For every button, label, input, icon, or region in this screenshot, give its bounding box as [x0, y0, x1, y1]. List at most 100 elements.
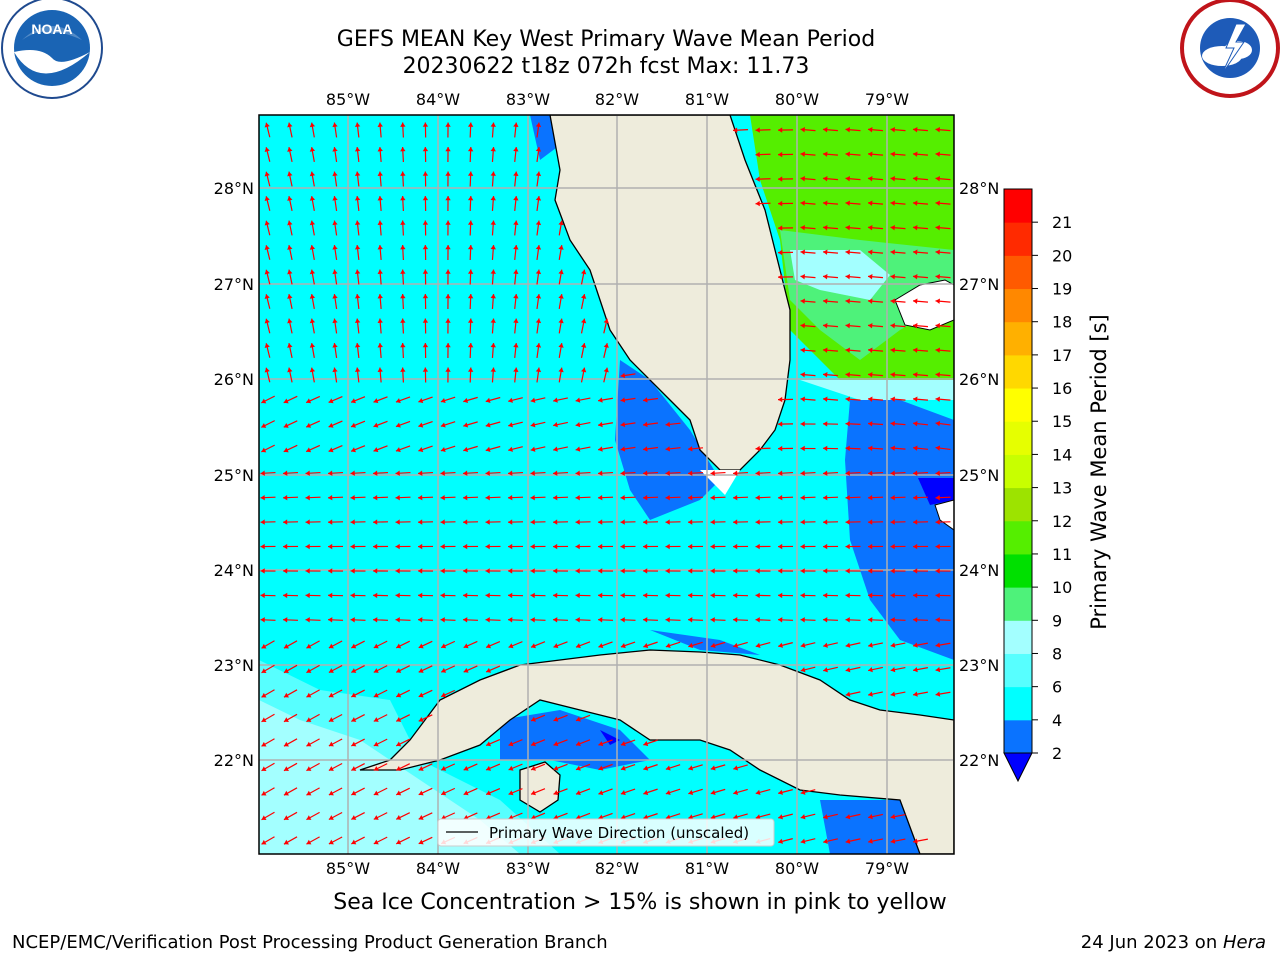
wave-arrow-head: [845, 642, 851, 648]
wave-arrow-head: [800, 642, 806, 648]
wave-arrow-head: [261, 692, 267, 698]
wave-arrow-head: [845, 568, 850, 574]
wave-arrow-head: [467, 147, 474, 152]
wave-arrow-head: [418, 765, 424, 771]
wave-arrow-head: [868, 642, 873, 648]
wave-arrow-head: [328, 668, 334, 673]
wave-arrow-head: [935, 151, 940, 157]
wave-arrow-head: [485, 397, 491, 403]
wave-arrow-head: [440, 592, 445, 599]
wave-arrow-head: [395, 592, 400, 599]
wave-arrow-head: [418, 617, 423, 623]
wave-arrow-head: [490, 196, 496, 201]
wave-arrow-head: [441, 790, 447, 796]
wave-arrow-head: [823, 200, 828, 206]
wave-arrow-head: [913, 396, 918, 402]
wave-arrow-head: [868, 592, 873, 599]
wave-arrow-head: [467, 343, 474, 348]
wave-arrow-head: [575, 592, 580, 599]
wave-arrow-head: [620, 741, 626, 747]
wave-arrow-head: [890, 249, 895, 255]
colorbar-tick-label: 13: [1052, 479, 1072, 498]
wave-arrow-head: [396, 668, 402, 673]
wave-arrow-head: [845, 347, 850, 353]
wave-arrow-head: [935, 543, 940, 550]
wave-arrow-head: [778, 494, 783, 501]
wave-arrow-head: [354, 245, 361, 250]
wave-arrow-head: [620, 421, 626, 428]
wave-arrow-head: [845, 470, 850, 476]
wave-arrow-head: [823, 151, 828, 157]
wave-arrow-head: [264, 269, 270, 275]
wave-arrow-head: [283, 717, 289, 722]
wave-arrow-head: [400, 147, 406, 152]
lon-label: 84°W: [416, 90, 460, 109]
wave-arrow-head: [620, 494, 625, 501]
wave-arrow-head: [530, 519, 535, 525]
legend-label: Primary Wave Direction (unscaled): [489, 824, 749, 842]
wave-arrow-head: [445, 343, 451, 348]
wave-arrow-head: [553, 519, 558, 525]
wave-arrow-head: [823, 396, 828, 402]
wave-arrow-head: [553, 741, 559, 747]
colorbar-segment: [1004, 421, 1032, 455]
wave-arrow-head: [868, 838, 873, 844]
wave-arrow-head: [490, 245, 496, 250]
wave-arrow-head: [351, 766, 357, 771]
wave-arrow-head: [354, 343, 361, 348]
wave-arrow-head: [845, 249, 850, 255]
map-legend: Primary Wave Direction (unscaled): [437, 818, 775, 847]
colorbar-tick-label: 2: [1052, 744, 1062, 763]
wave-arrow-head: [620, 814, 626, 820]
wave-arrow-head: [890, 151, 895, 157]
wave-arrow-head: [553, 592, 558, 599]
wave-arrow-head: [535, 196, 542, 201]
wave-arrow-head: [354, 367, 361, 373]
wave-arrow-head: [332, 318, 338, 324]
colorbar: 2 4 6 8 9 10 11 12 13 14 15 16 17 18 19 20 21: [1003, 188, 1072, 783]
wave-arrow-head: [755, 200, 760, 207]
wave-arrow-head: [351, 741, 357, 747]
wave-arrow-head: [868, 421, 873, 427]
colorbar-tick-label: 19: [1052, 280, 1072, 299]
wave-arrow-head: [463, 470, 468, 476]
lat-label: 22°N: [959, 751, 999, 770]
wave-arrow-head: [778, 274, 783, 280]
wave-arrow-head: [328, 568, 333, 574]
wave-arrow-head: [603, 318, 609, 324]
colorbar-segment: [1004, 255, 1032, 290]
wave-arrow-head: [890, 372, 895, 378]
wave-arrow-head: [531, 790, 536, 796]
wave-arrow-head: [935, 396, 940, 402]
wave-arrow-head: [643, 397, 648, 403]
wave-arrow-head: [513, 269, 519, 275]
wave-arrow-head: [531, 765, 536, 771]
wave-arrow-head: [553, 617, 558, 623]
wave-arrow-head: [603, 367, 609, 373]
colorbar-tick-label: 15: [1052, 412, 1072, 431]
wave-arrow-head: [418, 447, 424, 453]
wave-arrow-head: [845, 838, 851, 844]
wave-arrow-head: [377, 245, 383, 250]
wave-arrow-head: [800, 814, 806, 820]
wave-arrow-head: [643, 446, 648, 452]
wave-arrow-head: [935, 470, 940, 476]
wave-arrow-head: [440, 568, 445, 574]
wave-arrow-head: [261, 717, 267, 722]
wave-arrow-head: [418, 422, 424, 428]
wave-arrow-head: [490, 171, 496, 176]
wave-arrow-head: [823, 592, 828, 599]
wave-arrow-head: [755, 617, 760, 623]
wave-arrow-head: [733, 494, 738, 501]
wave-arrow-head: [306, 692, 312, 698]
wave-arrow-head: [463, 519, 468, 525]
wave-arrow-head: [445, 220, 451, 225]
wave-arrow-head: [868, 347, 873, 353]
wave-arrow-head: [778, 151, 783, 158]
wave-arrow-head: [350, 470, 355, 476]
wave-arrow-head: [581, 294, 587, 299]
wave-arrow-head: [400, 367, 406, 372]
wave-arrow-head: [418, 839, 424, 845]
wave-arrow-head: [598, 790, 604, 796]
wave-arrow-head: [309, 147, 316, 152]
